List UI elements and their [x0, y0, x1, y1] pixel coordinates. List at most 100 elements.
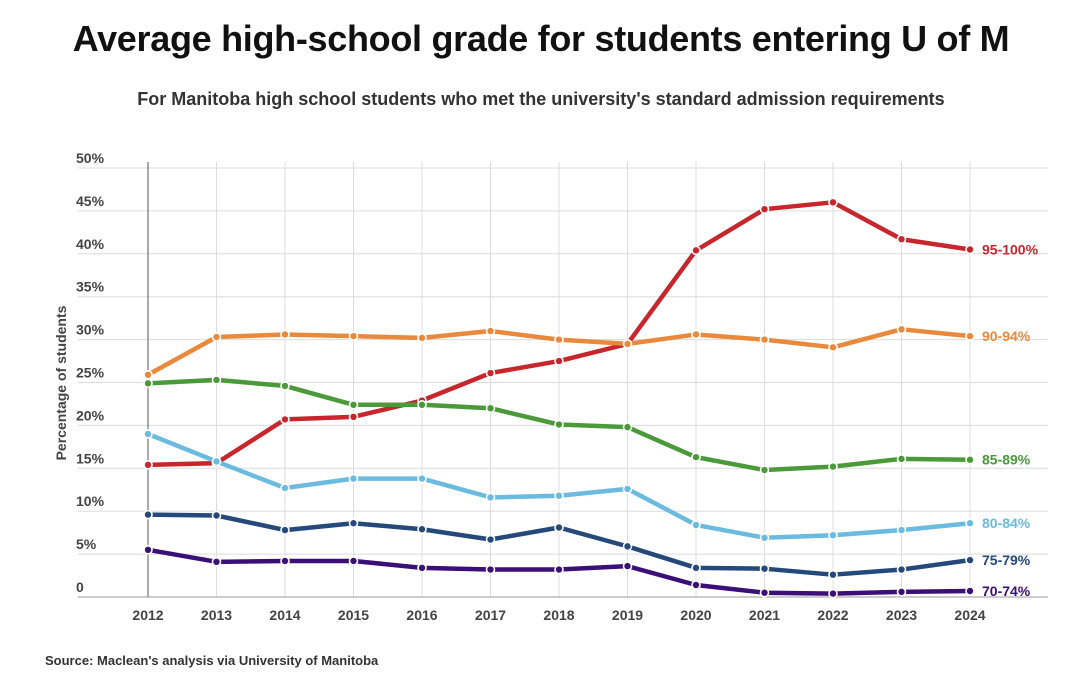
y-tick-label: 40% — [76, 236, 105, 252]
series-75-79: 75-79% — [143, 509, 1031, 580]
data-point — [554, 490, 564, 501]
y-tick-label: 25% — [76, 365, 105, 381]
data-point — [143, 509, 153, 520]
data-point — [828, 530, 838, 541]
y-tick-label: 15% — [76, 450, 105, 466]
x-tick-label: 2012 — [132, 607, 163, 623]
x-tick-label: 2023 — [886, 607, 917, 623]
data-point — [280, 381, 290, 391]
y-tick-label: 20% — [76, 407, 105, 423]
x-tick-label: 2014 — [269, 607, 300, 623]
y-tick-label: 45% — [76, 193, 105, 209]
data-point — [348, 412, 359, 422]
data-point — [691, 329, 701, 340]
series-end-label: 90-94% — [982, 328, 1031, 344]
data-point — [965, 454, 975, 465]
series-end-label: 75-79% — [982, 552, 1031, 568]
data-point — [896, 234, 907, 245]
data-point — [622, 339, 633, 349]
data-point — [965, 555, 975, 565]
x-tick-label: 2017 — [475, 607, 506, 623]
data-point — [348, 400, 359, 410]
series-70-74: 70-74% — [143, 545, 1031, 599]
data-point — [828, 197, 838, 208]
series-group: 95-100% 90-94% 85-89% 80-84% 75-79% 70-74% — [143, 197, 1039, 599]
series-end-label: 70-74% — [982, 583, 1031, 599]
data-point — [965, 586, 975, 596]
data-point — [348, 556, 359, 566]
data-point — [759, 334, 770, 345]
data-point — [965, 518, 975, 529]
data-point — [485, 368, 496, 378]
y-tick-label: 30% — [76, 322, 105, 338]
data-point — [280, 414, 290, 425]
series-95-100: 95-100% — [143, 197, 1039, 470]
data-point — [485, 326, 496, 336]
data-point — [417, 400, 427, 410]
data-point — [143, 429, 153, 439]
data-point — [691, 563, 701, 573]
data-point — [280, 483, 290, 493]
data-point — [417, 333, 427, 343]
data-point — [965, 331, 975, 341]
data-point — [417, 473, 427, 484]
data-point — [143, 460, 153, 470]
y-tick-label: 50% — [76, 150, 105, 166]
x-tick-label: 2022 — [817, 607, 848, 623]
x-tick-label: 2013 — [201, 607, 232, 623]
data-point — [554, 334, 564, 345]
y-tick-label: 10% — [76, 493, 105, 509]
x-tick-label: 2021 — [749, 607, 780, 623]
chart-title: Average high-school grade for students e… — [72, 18, 1010, 59]
data-point — [828, 461, 838, 472]
data-point — [622, 561, 633, 571]
x-tick-label: 2015 — [338, 607, 369, 623]
x-tick-label: 2019 — [612, 607, 643, 623]
data-point — [691, 452, 701, 462]
data-point — [211, 332, 222, 342]
data-point — [211, 510, 222, 521]
series-end-label: 95-100% — [982, 242, 1039, 258]
series-80-84: 80-84% — [143, 429, 1031, 543]
data-point — [554, 564, 564, 575]
series-end-label: 85-89% — [982, 452, 1031, 468]
y-tick-label: 35% — [76, 279, 105, 295]
data-point — [348, 331, 359, 341]
series-90-94: 90-94% — [143, 324, 1031, 380]
data-point — [485, 534, 496, 545]
source-note: Source: Maclean's analysis via Universit… — [45, 653, 379, 668]
data-point — [691, 245, 701, 256]
data-point — [896, 324, 907, 335]
data-point — [485, 492, 496, 503]
data-point — [348, 518, 359, 529]
data-point — [143, 369, 153, 380]
data-point — [280, 329, 290, 340]
data-point — [759, 204, 770, 214]
data-point — [280, 556, 290, 566]
y-tick-label: 0 — [76, 579, 84, 595]
data-point — [828, 588, 838, 599]
data-point — [143, 545, 153, 555]
x-tick-label: 2020 — [680, 607, 711, 623]
series-end-label: 80-84% — [982, 515, 1031, 531]
y-tick-label: 5% — [76, 536, 97, 552]
y-axis-title: Percentage of students — [53, 305, 69, 460]
data-point — [896, 525, 907, 535]
data-point — [622, 422, 633, 432]
data-point — [759, 563, 770, 574]
data-point — [417, 524, 427, 535]
data-point — [211, 557, 222, 567]
data-point — [691, 580, 701, 590]
data-point — [485, 564, 496, 575]
data-point — [896, 454, 907, 464]
x-tick-label: 2016 — [406, 607, 437, 623]
data-point — [417, 563, 427, 573]
data-point — [554, 356, 564, 366]
x-axis-ticks: 2012 2013 2014 2015 2016 2017 2018 2019 2020 2021… — [132, 607, 985, 623]
chart-subtitle: For Manitoba high school students who me… — [137, 89, 945, 109]
x-tick-label: 2018 — [543, 607, 574, 623]
data-point — [622, 484, 633, 494]
data-point — [622, 541, 633, 552]
series-85-89: 85-89% — [143, 375, 1031, 475]
